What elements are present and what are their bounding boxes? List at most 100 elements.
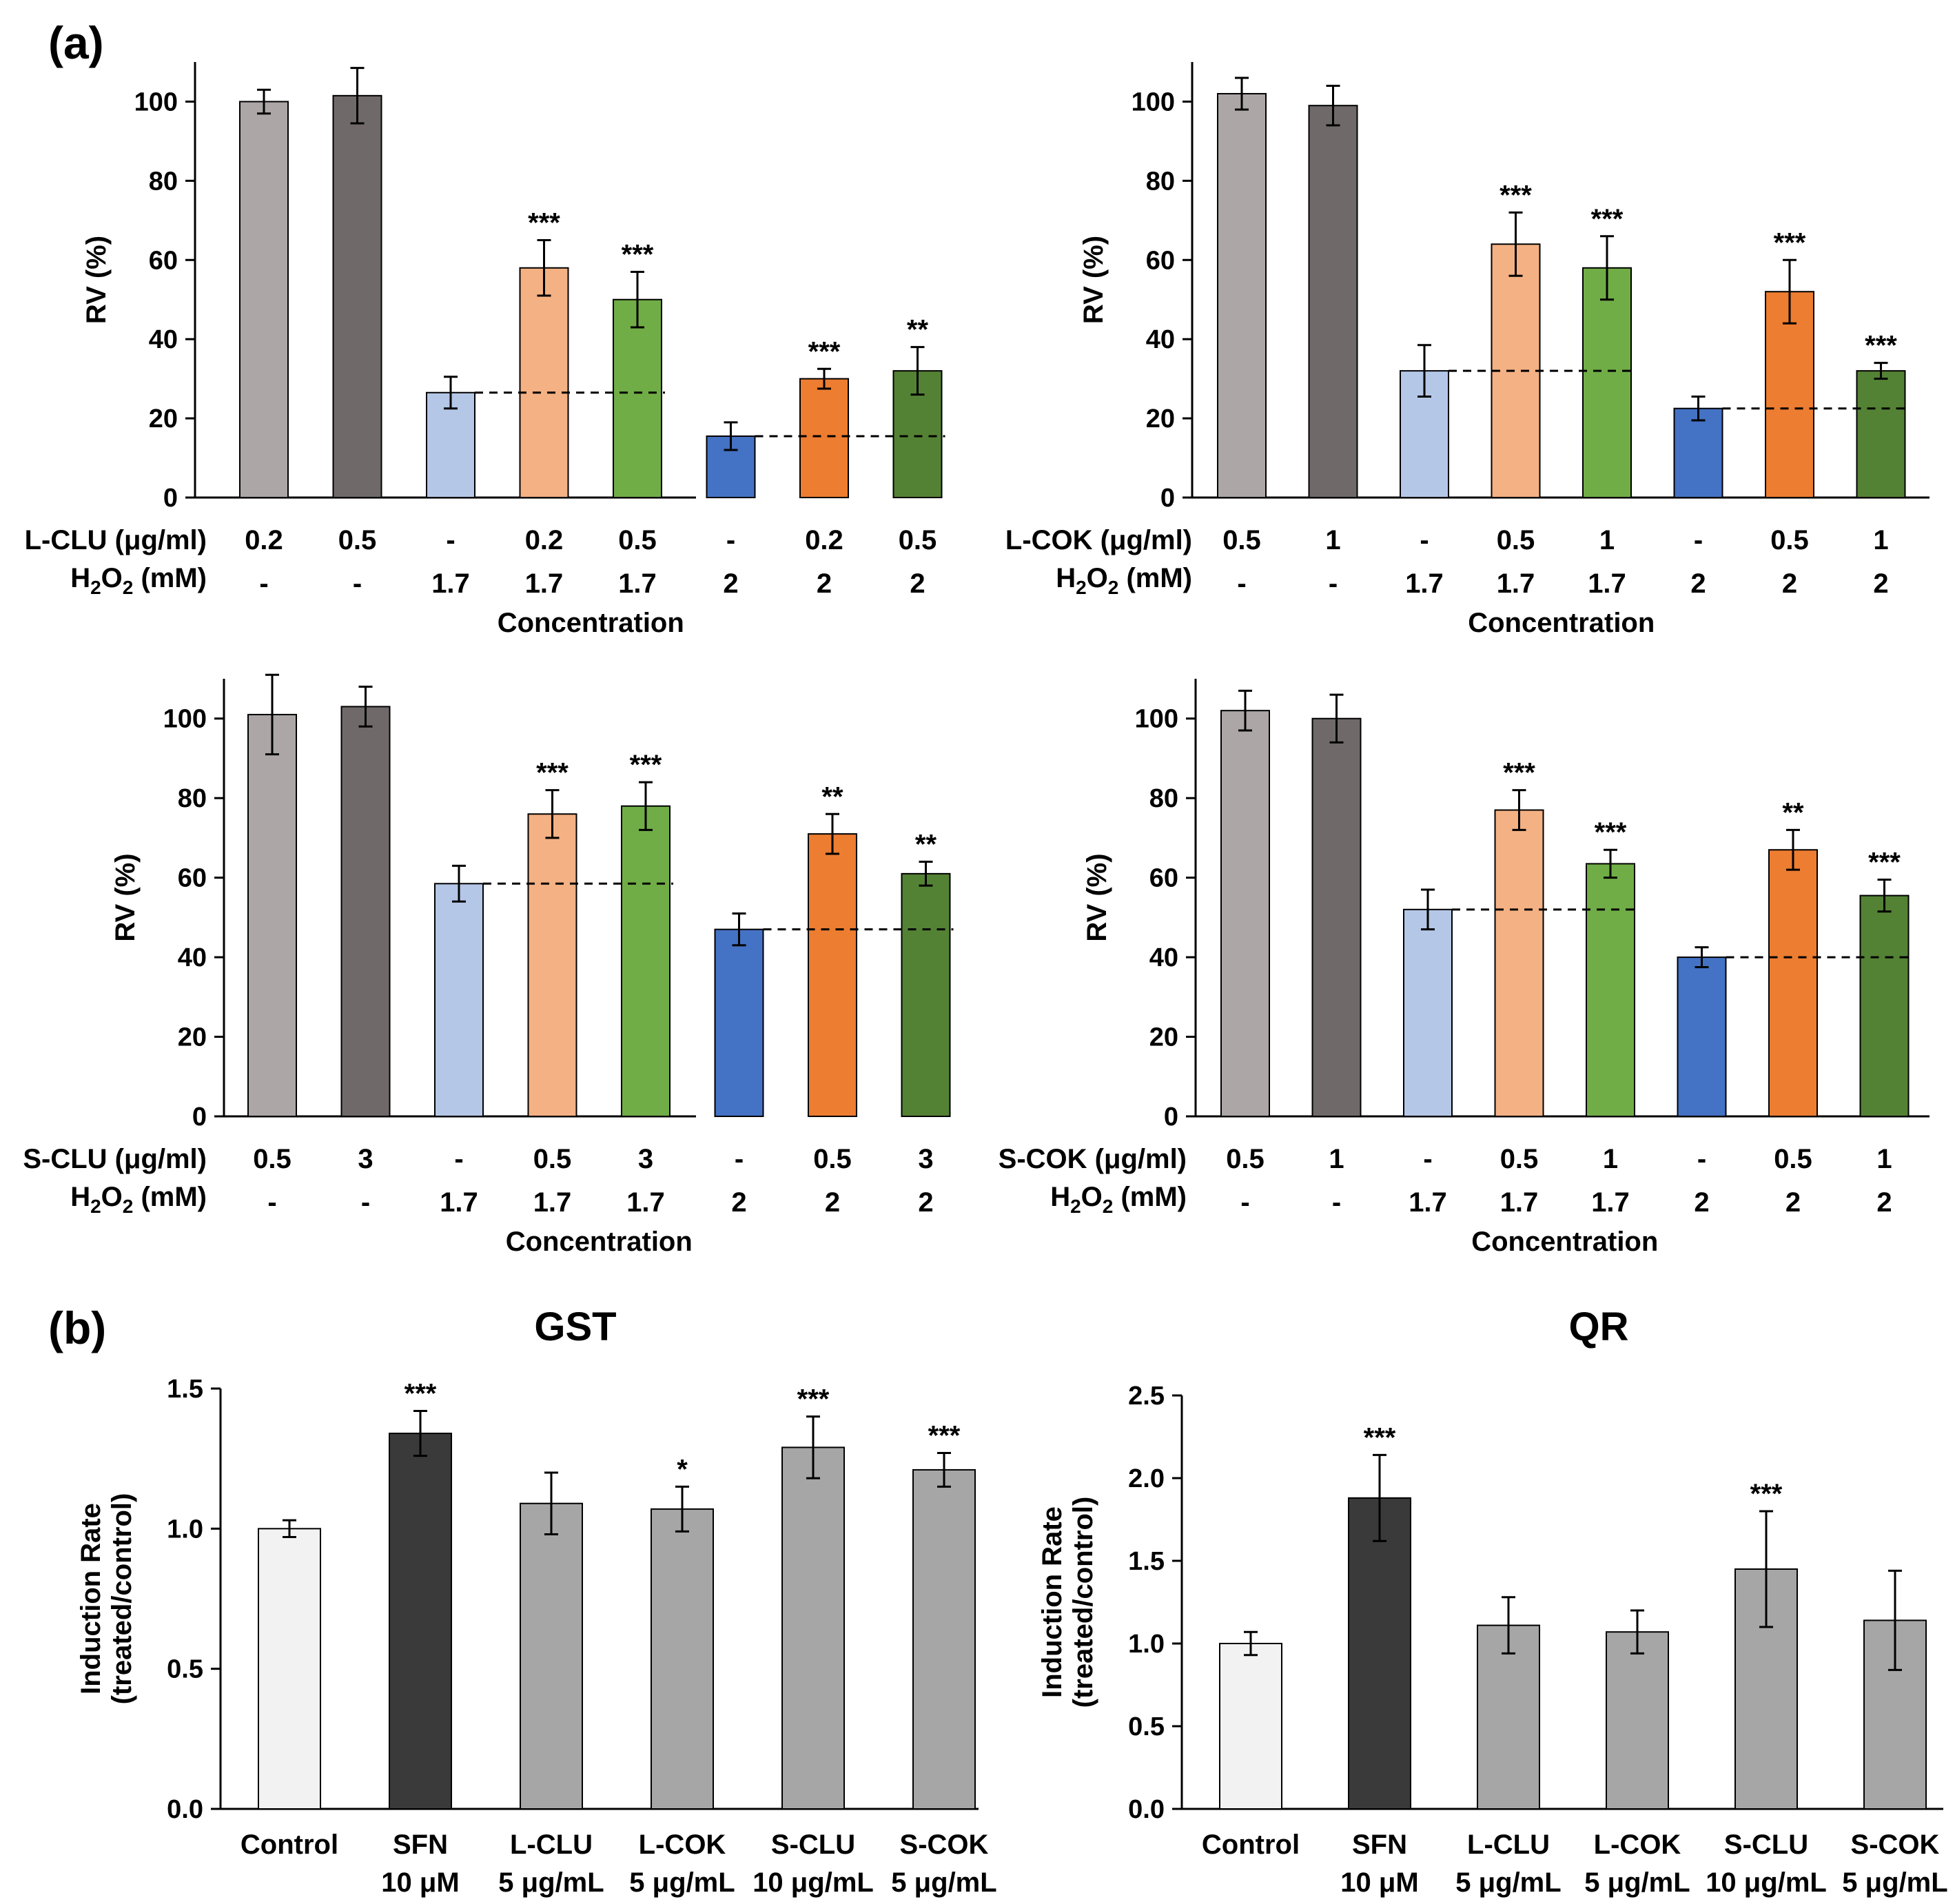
row1-value: 0.5 <box>899 525 937 555</box>
category-sublabel: 5 μg/mL <box>629 1867 735 1898</box>
bar <box>340 706 391 1117</box>
bar <box>651 1508 714 1810</box>
significance-marker: *** <box>1499 180 1532 210</box>
row1-value: 1 <box>1873 525 1888 555</box>
significance-marker: ** <box>821 781 843 812</box>
category-sublabel: 10 μM <box>381 1867 459 1898</box>
row2-label: H2O2 (mM) <box>1050 1182 1187 1217</box>
category-label: S-CLU <box>771 1830 855 1860</box>
row2-value: 2 <box>910 569 925 599</box>
row1-value: 0.5 <box>1770 525 1809 555</box>
row1-label: S-CLU (μg/ml) <box>23 1144 207 1174</box>
bar <box>1348 1497 1411 1810</box>
y-tick-label: 20 <box>149 405 178 433</box>
row1-value: 0.2 <box>525 525 564 555</box>
significance-marker: *** <box>1774 227 1806 258</box>
row1-value: - <box>1423 1144 1432 1174</box>
row2-value: - <box>259 569 268 599</box>
row2-value: - <box>1332 1187 1341 1218</box>
significance-marker: *** <box>536 758 569 788</box>
bar <box>1477 1624 1540 1810</box>
significance-marker: ** <box>907 315 929 345</box>
x-axis-label: Concentration <box>1471 1227 1658 1257</box>
category-label: SFN <box>1352 1830 1407 1860</box>
y-axis-label: RV (%) <box>81 236 112 324</box>
bar <box>781 1446 845 1810</box>
row2-value: 1.7 <box>626 1187 665 1218</box>
significance-marker: *** <box>797 1384 830 1415</box>
significance-marker: *** <box>1595 817 1627 848</box>
y-tick-label: 0 <box>192 1103 207 1132</box>
row1-value: 0.2 <box>805 525 843 555</box>
row1-value: - <box>1420 525 1429 555</box>
significance-marker: *** <box>1750 1479 1783 1509</box>
category-label: S-COK <box>1851 1830 1940 1860</box>
panel-label-b: (b) <box>48 1302 106 1353</box>
y-tick-label: 0 <box>1164 1103 1178 1132</box>
row1-value: 0.5 <box>813 1144 852 1174</box>
bar <box>434 883 484 1117</box>
row2-value: 1.7 <box>1591 1187 1630 1218</box>
bar <box>520 1502 583 1810</box>
chart-title: GST <box>534 1304 616 1349</box>
y-axis-label: RV (%) <box>1078 236 1109 324</box>
bar <box>1856 370 1906 498</box>
row1-value: 0.5 <box>1497 525 1535 555</box>
row1-value: 1 <box>1599 525 1615 555</box>
bar <box>1859 894 1910 1117</box>
category-sublabel: 5 μg/mL <box>498 1867 604 1898</box>
significance-marker: ** <box>1782 797 1804 828</box>
row1-value: 0.5 <box>1500 1144 1539 1174</box>
y-tick-label: 1.5 <box>1128 1547 1165 1576</box>
y-tick-label: 80 <box>149 167 178 196</box>
y-tick-label: 100 <box>1132 88 1175 116</box>
row1-value: - <box>1694 525 1703 555</box>
y-tick-label: 100 <box>134 88 178 116</box>
row1-value: 0.5 <box>618 525 657 555</box>
bar <box>1494 809 1544 1117</box>
row1-value: 3 <box>358 1144 373 1174</box>
row1-value: 0.5 <box>1774 1144 1812 1174</box>
y-tick-label: 60 <box>149 246 178 275</box>
row2-value: - <box>267 1187 276 1218</box>
row2-value: 1.7 <box>431 569 470 599</box>
x-axis-label: Concentration <box>498 608 684 638</box>
category-label: L-COK <box>1594 1830 1681 1860</box>
row2-value: - <box>353 569 362 599</box>
row2-value: 1.7 <box>1497 569 1535 599</box>
row2-label: H2O2 (mM) <box>1056 563 1192 598</box>
bar <box>1582 267 1632 498</box>
y-tick-label: 0.5 <box>1128 1712 1165 1741</box>
bar <box>389 1433 452 1810</box>
y-tick-label: 80 <box>1149 784 1178 813</box>
y-tick-label: 0.0 <box>1128 1795 1165 1824</box>
bar <box>799 378 849 498</box>
y-tick-label: 1.0 <box>1128 1630 1165 1659</box>
bar <box>1220 710 1270 1117</box>
row1-value: - <box>735 1144 744 1174</box>
bar <box>258 1528 321 1810</box>
row1-value: 0.5 <box>533 1144 572 1174</box>
row2-value: 2 <box>1782 569 1797 599</box>
row2-value: 1.7 <box>533 1187 572 1218</box>
row2-value: 2 <box>817 569 832 599</box>
bar <box>621 805 671 1118</box>
bar <box>1219 1643 1282 1810</box>
row1-value: 1 <box>1329 1144 1344 1174</box>
significance-marker: ** <box>915 830 937 860</box>
row2-value: 2 <box>1785 1187 1801 1218</box>
row1-value: - <box>454 1144 463 1174</box>
bar <box>519 267 569 498</box>
y-axis-label: RV (%) <box>1082 853 1112 941</box>
y-tick-label: 0.5 <box>167 1655 203 1684</box>
row2-value: - <box>1237 569 1246 599</box>
x-axis-label: Concentration <box>506 1227 693 1257</box>
row1-value: 1 <box>1603 1144 1618 1174</box>
bar <box>1400 370 1449 498</box>
bar <box>1673 407 1723 499</box>
row2-value: 1.7 <box>1405 569 1444 599</box>
y-tick-label: 100 <box>163 705 207 734</box>
chart-title: QR <box>1569 1304 1629 1349</box>
